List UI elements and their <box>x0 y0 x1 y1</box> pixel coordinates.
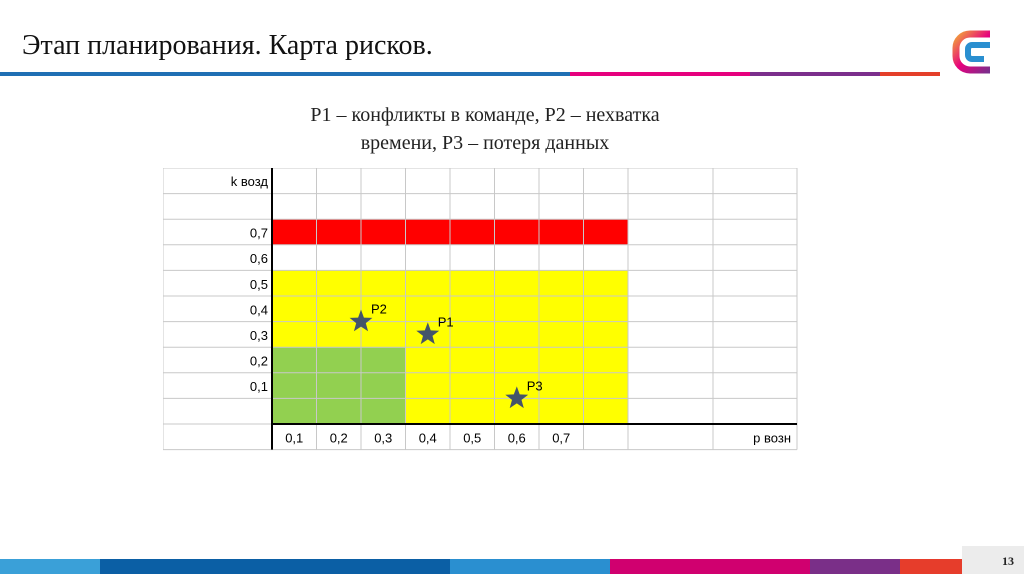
y-tick-label: 0,6 <box>250 251 268 266</box>
risk-star-marker <box>505 386 529 409</box>
x-tick-label: 0,3 <box>374 430 392 445</box>
risk-point-label: Р2 <box>371 302 387 317</box>
risk-star-marker <box>349 309 373 332</box>
header-stripe-seg <box>0 72 570 76</box>
risk-map-chart: k возд 0,7 0,6 0,5 0,4 0,3 0,2 0,1 0,1 0,2 0,3 0,4 0… <box>163 168 798 451</box>
header-stripe-seg <box>750 72 880 76</box>
x-tick-label: 0,1 <box>285 430 303 445</box>
risk-point-label: Р3 <box>527 378 543 393</box>
footer-stripe-seg <box>100 559 450 574</box>
risk-zone <box>272 347 406 424</box>
footer-stripe-seg <box>0 559 100 574</box>
x-tick-label: 0,6 <box>508 430 526 445</box>
header-stripe-seg <box>880 72 940 76</box>
y-tick-label: 0,3 <box>250 328 268 343</box>
x-axis-label: р возн <box>753 430 791 445</box>
header-stripe-seg <box>570 72 750 76</box>
risk-legend-line: времени, Р3 – потеря данных <box>360 132 610 154</box>
page-number-box: 13 <box>962 546 1024 574</box>
footer-stripe-seg <box>900 559 962 574</box>
y-tick-label: 0,4 <box>250 302 268 317</box>
x-tick-label: 0,5 <box>463 430 481 445</box>
footer-stripe-seg <box>610 559 810 574</box>
slide-title: Этап планирования. Карта рисков. <box>22 30 433 61</box>
x-tick-label: 0,7 <box>552 430 570 445</box>
risk-star-marker <box>416 322 440 345</box>
page-number: 13 <box>1002 554 1014 568</box>
y-axis-label: k возд <box>231 174 269 189</box>
risk-legend-line: Р1 – конфликты в команде, Р2 – нехватка <box>310 104 660 126</box>
y-tick-label: 0,1 <box>250 379 268 394</box>
footer-stripe <box>0 559 962 574</box>
risk-legend: Р1 – конфликты в команде, Р2 – нехватка … <box>180 101 790 157</box>
x-tick-label: 0,4 <box>419 430 437 445</box>
footer-stripe-seg <box>450 559 610 574</box>
y-tick-label: 0,5 <box>250 277 268 292</box>
risk-point-label: Р1 <box>438 314 454 329</box>
header-stripe <box>0 72 940 76</box>
y-tick-label: 0,7 <box>250 226 268 241</box>
x-tick-label: 0,2 <box>330 430 348 445</box>
brand-logo-icon <box>952 30 990 74</box>
footer-stripe-seg <box>810 559 900 574</box>
y-tick-label: 0,2 <box>250 354 268 369</box>
